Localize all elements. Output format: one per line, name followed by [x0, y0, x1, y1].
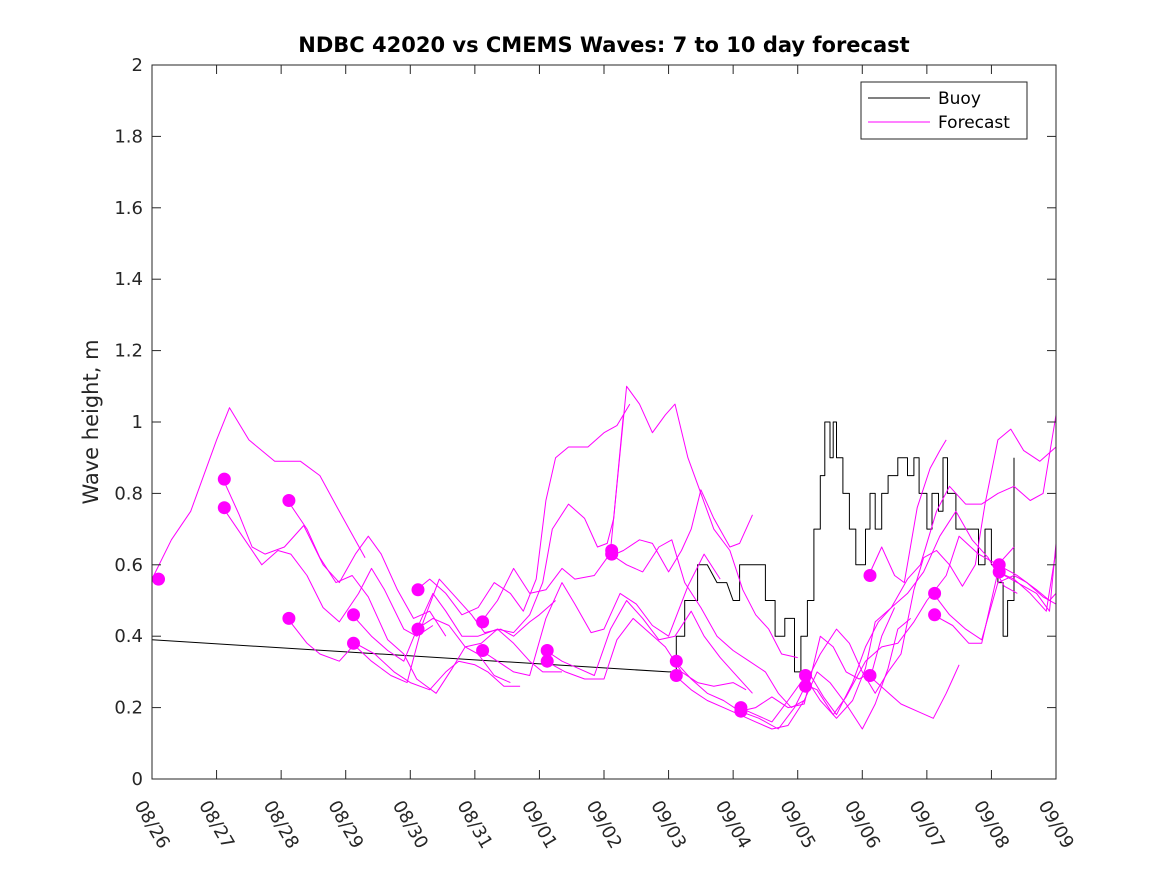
- forecast-marker-6: [347, 636, 360, 650]
- y-tick-label: 1.6: [114, 198, 143, 219]
- series-line-forecast-09-06-b: [868, 664, 960, 719]
- series-line-forecast-08-31-a: [480, 489, 753, 623]
- y-tick-label: 0: [132, 769, 143, 790]
- forecast-marker-3: [282, 494, 296, 507]
- series-line-forecast-09-08-a: [997, 564, 1057, 601]
- y-tick-label: 1.2: [114, 341, 143, 362]
- legend-forecast-label: Forecast: [938, 113, 1010, 133]
- series-line-forecast-09-07-a: [932, 575, 1057, 641]
- series-line-forecast-09-04-b: [739, 510, 1018, 730]
- series-line-forecast-09-01-b: [545, 617, 747, 691]
- series-line-forecast-08-27-a: [222, 478, 447, 637]
- forecast-marker-14: [605, 547, 619, 561]
- forecast-marker-20: [799, 679, 812, 693]
- forecast-marker-9: [476, 615, 490, 629]
- y-tick-label: 0.2: [114, 698, 143, 719]
- y-tick-label: 0.6: [114, 555, 143, 576]
- series-line-forecast-09-06-a: [868, 439, 947, 584]
- series-line-forecast-09-08-b: [997, 543, 1057, 612]
- series-line-forecast-08-27-b: [222, 507, 434, 637]
- forecast-marker-4: [282, 611, 296, 625]
- y-axis-label: Wave height, m: [79, 339, 103, 504]
- forecast-marker-22: [863, 669, 877, 682]
- forecast-marker-21: [863, 569, 877, 582]
- legend: Buoy Forecast: [860, 81, 1028, 140]
- forecast-marker-18: [734, 704, 748, 718]
- y-tick-label: 1.4: [114, 269, 143, 290]
- forecast-marker-15: [669, 654, 683, 668]
- series-line-forecast-08-31-b: [481, 553, 721, 676]
- marker-layer: [152, 472, 1006, 718]
- y-tick-label: 1.8: [114, 126, 143, 147]
- series-line-forecast-08-29-a: [351, 592, 562, 673]
- forecast-marker-5: [347, 608, 360, 622]
- forecast-marker-12: [540, 654, 554, 668]
- legend-buoy-label: Buoy: [938, 89, 981, 109]
- legend-box: [860, 81, 1028, 140]
- series-line-forecast-08-28-a: [287, 500, 511, 694]
- y-tick-label: 2: [132, 55, 143, 76]
- forecast-marker-23: [928, 586, 942, 600]
- series-line-forecast-09-05-b: [803, 428, 1057, 694]
- series-line-forecast-08-29-b: [351, 578, 556, 684]
- series-line-forecast-08-30-b: [416, 414, 624, 648]
- plot-area: [152, 65, 1056, 779]
- series-line-forecast-08-28-b: [287, 618, 521, 691]
- forecast-marker-24: [928, 608, 942, 622]
- series-line-forecast-09-03-b: [674, 618, 912, 730]
- forecast-marker-7: [411, 583, 425, 597]
- series-line-forecast-09-01-a: [545, 600, 753, 694]
- forecast-marker-16: [669, 669, 683, 682]
- series-line-forecast-09-02-b: [610, 539, 805, 709]
- forecast-marker-0: [152, 572, 165, 586]
- forecast-marker-19: [799, 669, 812, 682]
- series-line-forecast-09-02-a: [610, 385, 798, 659]
- series-layer: [151, 385, 1057, 730]
- y-tick-label: 1: [132, 412, 143, 433]
- forecast-marker-1: [217, 472, 231, 486]
- forecast-marker-26: [992, 565, 1006, 579]
- series-line-forecast-08-26: [151, 407, 366, 580]
- series-line-forecast-08-30-a: [416, 403, 631, 616]
- series-line-forecast-09-05-a: [803, 414, 1057, 719]
- forecast-marker-10: [476, 644, 490, 657]
- y-tick-label: 0.4: [114, 626, 143, 647]
- forecast-marker-8: [411, 622, 425, 636]
- forecast-marker-2: [217, 501, 231, 515]
- y-axis: 0 0.2 0.4 0.6 0.8 1 1.2 1.4 1.6 1.8 2: [114, 55, 1056, 790]
- y-tick-label: 0.8: [114, 483, 143, 504]
- series-line-forecast-09-04-a: [739, 535, 1015, 723]
- forecast-marker-11: [540, 644, 554, 657]
- chart-title: NDBC 42020 vs CMEMS Waves: 7 to 10 day f…: [298, 33, 909, 57]
